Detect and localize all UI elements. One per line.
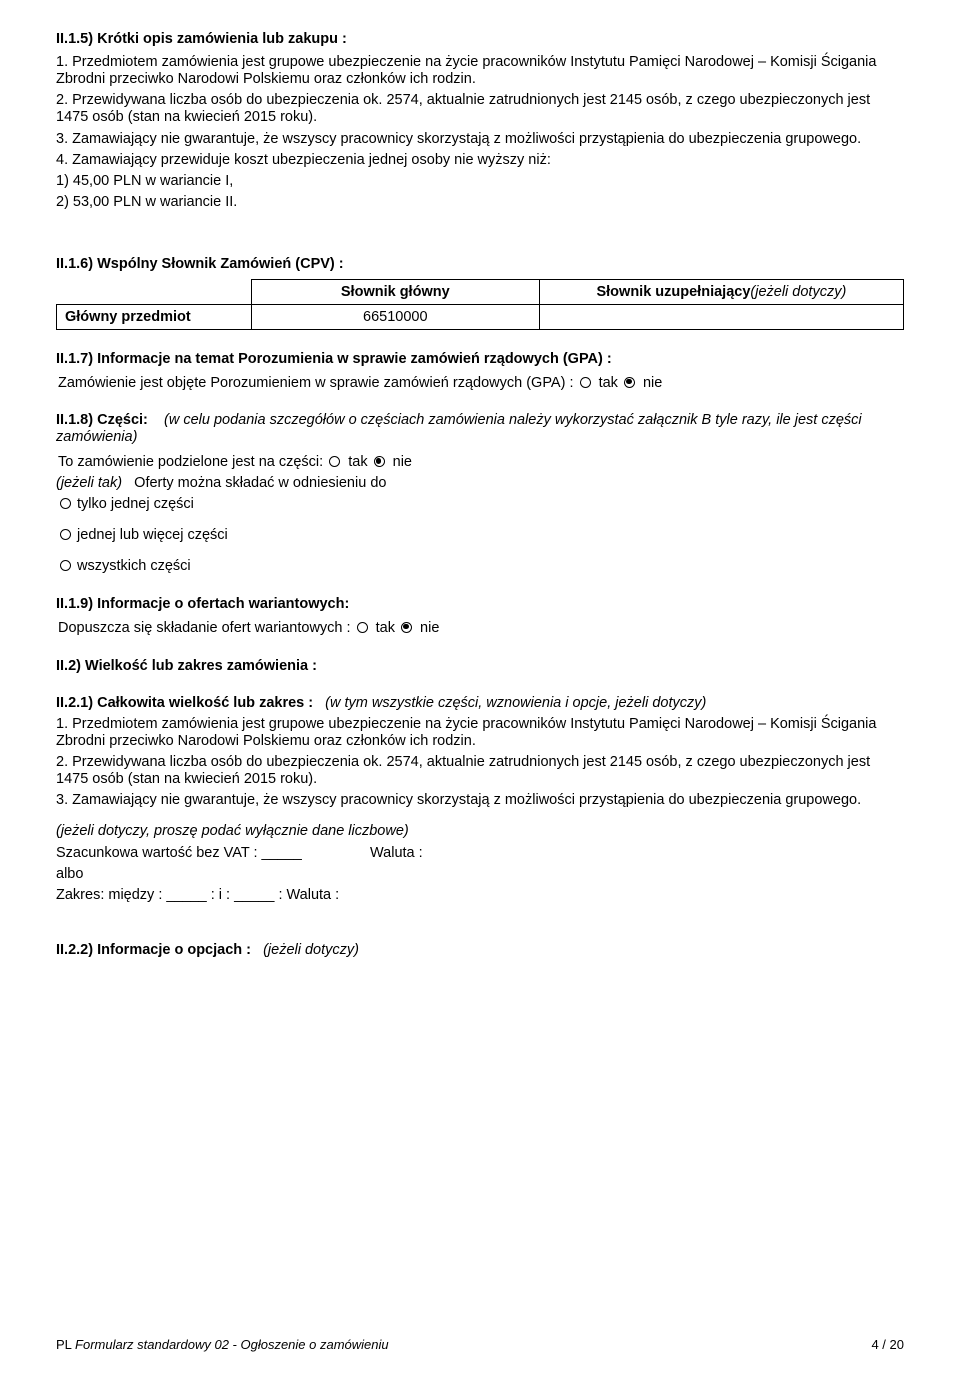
parts-tak-radio[interactable] bbox=[329, 456, 340, 467]
parts-nie-label: nie bbox=[393, 454, 412, 470]
section-II-2-2-head: II.2.2) Informacje o opcjach : (jeżeli d… bbox=[56, 942, 904, 959]
one-or-more-parts-label: jednej lub więcej części bbox=[77, 527, 228, 543]
page-footer: PL Formularz standardowy 02 - Ogłoszenie… bbox=[56, 1337, 904, 1353]
all-parts-radio[interactable] bbox=[60, 560, 71, 571]
cpv-col2-head-a: Słownik uzupełniający bbox=[596, 284, 750, 300]
s7-l1b: Waluta : bbox=[370, 845, 423, 861]
section-II-2-1-head: II.2.1) Całkowita wielkość lub zakres : … bbox=[56, 695, 904, 712]
s4-line2: (jeżeli tak) Oferty można składać w odni… bbox=[56, 475, 904, 492]
s7-it1: (jeżeli dotyczy, proszę podać wyłącznie … bbox=[56, 823, 904, 840]
only-one-part-radio[interactable] bbox=[60, 498, 71, 509]
cpv-col2-head: Słownik uzupełniający(jeżeli dotyczy) bbox=[539, 280, 903, 305]
gpa-tak-radio[interactable] bbox=[580, 377, 591, 388]
variants-tak-radio[interactable] bbox=[357, 622, 368, 633]
cpv-blank-cell bbox=[57, 280, 252, 305]
s1-p4b: 2) 53,00 PLN w wariancie II. bbox=[56, 194, 904, 211]
s7-l1a: Szacunkowa wartość bez VAT : _____ bbox=[56, 845, 366, 862]
s8-head-b: (jeżeli dotyczy) bbox=[263, 942, 359, 958]
cpv-row-label: Główny przedmiot bbox=[57, 305, 252, 330]
s1-p4: 4. Zamawiający przewiduje koszt ubezpiec… bbox=[56, 152, 904, 169]
gpa-nie-label: nie bbox=[643, 375, 662, 391]
s4-l1: To zamówienie podzielone jest na części: bbox=[58, 454, 323, 470]
s1-p1: 1. Przedmiotem zamówienia jest grupowe u… bbox=[56, 54, 904, 88]
section-II-1-6-head: II.1.6) Wspólny Słownik Zamówień (CPV) : bbox=[56, 255, 904, 273]
only-one-part-label: tylko jednej części bbox=[77, 496, 194, 512]
s1-p3: 3. Zamawiający nie gwarantuje, że wszysc… bbox=[56, 131, 904, 148]
s4-head-a: II.1.8) Części: bbox=[56, 412, 148, 428]
parts-nie-radio[interactable] bbox=[374, 456, 385, 467]
gpa-tak-label: tak bbox=[599, 375, 618, 391]
cpv-table: Słownik główny Słownik uzupełniający(jeż… bbox=[56, 279, 904, 330]
s4-opt2: jednej lub więcej części bbox=[56, 527, 904, 544]
cpv-col2-head-b: (jeżeli dotyczy) bbox=[750, 284, 846, 300]
s8-head-a: II.2.2) Informacje o opcjach : bbox=[56, 942, 251, 958]
s4-l2a: (jeżeli tak) bbox=[56, 475, 122, 491]
s7-l1: Szacunkowa wartość bez VAT : _____ Walut… bbox=[56, 845, 904, 862]
section-II-1-7-head: II.1.7) Informacje na temat Porozumienia… bbox=[56, 350, 904, 368]
s1-p4a: 1) 45,00 PLN w wariancie I, bbox=[56, 173, 904, 190]
s7-p2: 2. Przewidywana liczba osób do ubezpiecz… bbox=[56, 754, 904, 788]
s5-text: Dopuszcza się składanie ofert wariantowy… bbox=[58, 620, 351, 636]
variants-nie-radio[interactable] bbox=[401, 622, 412, 633]
all-parts-label: wszystkich części bbox=[77, 558, 191, 574]
gpa-nie-radio[interactable] bbox=[624, 377, 635, 388]
variants-nie-label: nie bbox=[420, 620, 439, 636]
s3-text: Zamówienie jest objęte Porozumieniem w s… bbox=[58, 375, 574, 391]
s7-p1: 1. Przedmiotem zamówienia jest grupowe u… bbox=[56, 716, 904, 750]
s4-opt3: wszystkich części bbox=[56, 558, 904, 575]
footer-left-a: PL bbox=[56, 1337, 75, 1352]
s4-l2b: Oferty można składać w odniesieniu do bbox=[134, 475, 386, 491]
cpv-row-suppl bbox=[539, 305, 903, 330]
cpv-row-value: 66510000 bbox=[251, 305, 539, 330]
section-II-1-9-head: II.1.9) Informacje o ofertach wariantowy… bbox=[56, 595, 904, 613]
variants-tak-label: tak bbox=[376, 620, 395, 636]
parts-tak-label: tak bbox=[348, 454, 367, 470]
section-II-1-8-head: II.1.8) Części: (w celu podania szczegół… bbox=[56, 412, 904, 446]
s4-head-b: (w celu podania szczegółów o częściach z… bbox=[56, 412, 862, 445]
s7-head-a: II.2.1) Całkowita wielkość lub zakres : bbox=[56, 695, 313, 711]
footer-left: PL Formularz standardowy 02 - Ogłoszenie… bbox=[56, 1337, 389, 1353]
cpv-col1-head: Słownik główny bbox=[251, 280, 539, 305]
s1-p2: 2. Przewidywana liczba osób do ubezpiecz… bbox=[56, 92, 904, 126]
one-or-more-parts-radio[interactable] bbox=[60, 529, 71, 540]
s5-line: Dopuszcza się składanie ofert wariantowy… bbox=[56, 620, 904, 637]
footer-left-b: Formularz standardowy 02 - Ogłoszenie o … bbox=[75, 1337, 389, 1352]
section-II-1-5-head: II.1.5) Krótki opis zamówienia lub zakup… bbox=[56, 30, 904, 48]
s3-line: Zamówienie jest objęte Porozumieniem w s… bbox=[56, 375, 904, 392]
s4-line1: To zamówienie podzielone jest na części:… bbox=[56, 454, 904, 471]
s4-opt1: tylko jednej części bbox=[56, 496, 904, 513]
s7-p3: 3. Zamawiający nie gwarantuje, że wszysc… bbox=[56, 792, 904, 809]
s7-l2: albo bbox=[56, 866, 904, 883]
footer-page-number: 4 / 20 bbox=[871, 1337, 904, 1353]
s7-l3: Zakres: między : _____ : i : _____ : Wal… bbox=[56, 887, 904, 904]
s7-head-b: (w tym wszystkie części, wznowienia i op… bbox=[325, 695, 706, 711]
section-II-2-head: II.2) Wielkość lub zakres zamówienia : bbox=[56, 657, 904, 675]
